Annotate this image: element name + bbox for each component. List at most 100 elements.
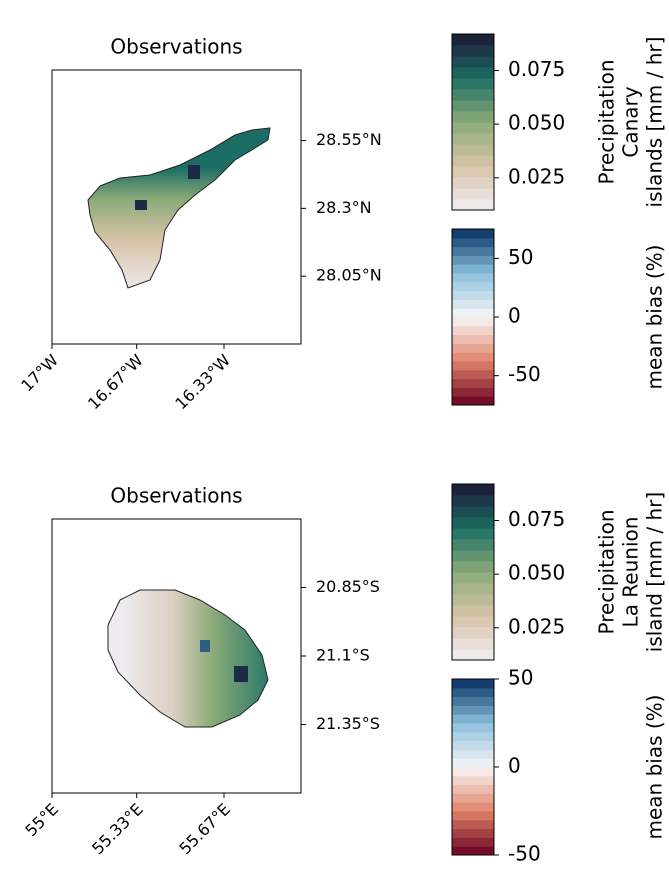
colorbar-level	[452, 687, 494, 698]
colorbar-level	[452, 561, 494, 573]
colorbar-level	[452, 696, 494, 706]
y-tick-label: 20.85°S	[316, 577, 380, 596]
colorbar-tick-label: 50	[508, 245, 533, 269]
colorbar-level	[452, 484, 494, 496]
colorbar-tick-label: 0.025	[508, 164, 565, 188]
colorbar-level	[452, 705, 494, 715]
colorbar-level	[452, 378, 494, 388]
x-tick-label: 17°W	[17, 350, 62, 395]
colorbar-level	[452, 246, 494, 256]
map-title: Observations	[110, 484, 242, 508]
colorbar-tick-label: -50	[508, 842, 541, 866]
colorbar-level	[452, 495, 494, 507]
colorbar-level	[452, 273, 494, 283]
colorbar-level	[452, 846, 494, 856]
x-tick-label: 55.67°E	[175, 800, 234, 859]
colorbar-level	[452, 679, 494, 689]
colorbar-tick-label: 0.075	[508, 507, 565, 531]
colorbar-level	[452, 627, 494, 639]
colorbar-frame	[451, 33, 495, 211]
colorbar-level	[452, 343, 494, 353]
island-tenerife	[87, 127, 271, 289]
colorbar-level	[452, 594, 494, 606]
colorbar-level	[452, 45, 494, 57]
colorbar-label: La Reunion	[619, 517, 643, 628]
colorbar-level	[452, 78, 494, 90]
colorbar-level	[452, 758, 494, 768]
colorbar-level	[452, 723, 494, 733]
high-precip-cell	[200, 640, 210, 652]
colorbar-label: mean bias (%)	[643, 245, 667, 390]
colorbar-level	[452, 811, 494, 821]
colorbar-level	[452, 369, 494, 380]
colorbar-level	[452, 649, 494, 661]
y-tick-label: 28.05°N	[316, 266, 382, 285]
colorbar-level	[452, 572, 494, 584]
colorbar-level	[452, 784, 494, 794]
colorbar-level	[452, 793, 494, 803]
colorbar-tick-label: 50	[508, 666, 533, 690]
map-frame	[51, 69, 302, 345]
colorbar-label: Precipitation	[595, 509, 619, 634]
x-tick-label: 55°E	[21, 800, 62, 841]
x-tick-label: 16.33°W	[171, 350, 234, 413]
colorbar-level	[452, 34, 494, 46]
y-tick-label: 28.55°N	[316, 130, 382, 149]
colorbar-level	[452, 281, 494, 292]
colorbar-level	[452, 317, 494, 327]
high-precip-cell	[188, 165, 200, 179]
colorbar-tick-label: 0.025	[508, 614, 565, 638]
colorbar-label: mean bias (%)	[643, 695, 667, 840]
y-tick-label: 21.35°S	[316, 714, 380, 733]
high-precip-cell	[234, 666, 248, 682]
x-tick-label: 55.33°E	[88, 800, 147, 859]
colorbar-level	[452, 299, 494, 309]
colorbar-level	[452, 749, 494, 759]
colorbar-level	[452, 237, 494, 248]
colorbar-tick-label: 0.050	[508, 111, 565, 135]
colorbar-level	[452, 361, 494, 371]
colorbar-level	[452, 802, 494, 812]
colorbar-level	[452, 177, 494, 189]
colorbar-level	[452, 188, 494, 200]
colorbar-level	[452, 155, 494, 167]
colorbar-label: island [mm / hr]	[643, 492, 667, 652]
colorbar-level	[452, 100, 494, 112]
colorbar-level	[452, 605, 494, 617]
colorbar-tick-label: 0	[508, 304, 521, 328]
colorbar-level	[452, 837, 494, 847]
map-title: Observations	[110, 35, 242, 59]
colorbar-level	[452, 111, 494, 123]
colorbar-level	[452, 144, 494, 156]
colorbar-level	[452, 133, 494, 145]
colorbar-level	[452, 539, 494, 551]
colorbar-level	[452, 387, 494, 397]
colorbar-tick-label: -50	[508, 362, 541, 386]
colorbar-level	[452, 229, 494, 239]
x-tick-label: 16.67°W	[84, 350, 147, 413]
colorbar-level	[452, 528, 494, 540]
high-precip-cell	[135, 200, 147, 210]
colorbar-level	[452, 308, 494, 318]
colorbar-level	[452, 638, 494, 650]
colorbar-frame	[451, 483, 495, 661]
colorbar-level	[452, 67, 494, 79]
colorbar-level	[452, 740, 494, 750]
colorbar-level	[452, 731, 494, 742]
y-tick-label: 21.1°S	[316, 646, 370, 665]
colorbar-level	[452, 583, 494, 595]
colorbar-level	[452, 334, 494, 344]
colorbar-level	[452, 255, 494, 265]
colorbar-level	[452, 352, 494, 362]
colorbar-level	[452, 122, 494, 134]
colorbar-level	[452, 325, 494, 336]
colorbar-level	[452, 264, 494, 274]
colorbar-level	[452, 550, 494, 562]
colorbar-level	[452, 767, 494, 777]
colorbar-label: Precipitation	[595, 59, 619, 184]
colorbar-level	[452, 714, 494, 724]
colorbar-label: islands [mm / hr]	[643, 37, 667, 208]
colorbar-tick-label: 0	[508, 754, 521, 778]
